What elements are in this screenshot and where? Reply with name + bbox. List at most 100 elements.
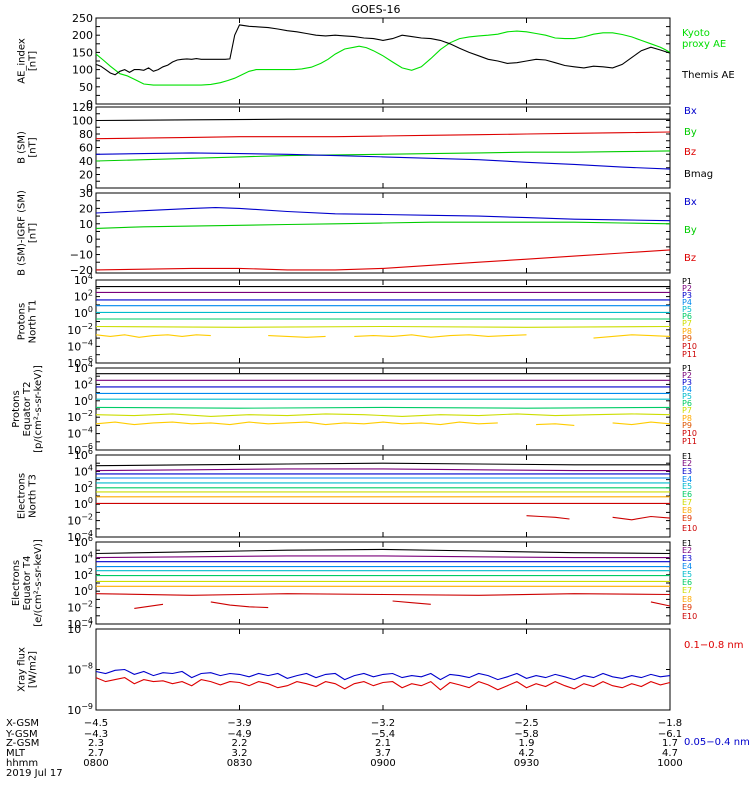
xaxis-row-value: 2.1 xyxy=(375,738,391,749)
xaxis-row-value: 4.2 xyxy=(519,748,535,759)
legend-label-e3: E7 xyxy=(682,498,692,507)
ylabel-bigrf: [nT] xyxy=(28,223,39,243)
series-line-e4-12 xyxy=(650,601,671,607)
xaxis-row-value: −3.9 xyxy=(227,718,251,729)
ytick-label-bsm: 0 xyxy=(86,182,93,195)
ytick-base: 10 xyxy=(67,664,81,677)
legend-label-e4: E8 xyxy=(682,595,692,604)
ytick-base: 10 xyxy=(74,552,88,565)
xaxis-row-value: 3.2 xyxy=(232,748,248,759)
legend-label-p2: P11 xyxy=(682,437,697,446)
ylabel-p2: Protons xyxy=(11,390,22,427)
xaxis-row-value: −4.9 xyxy=(227,729,251,740)
ytick-label-p1: 10−4 xyxy=(67,338,93,353)
series-line-ae-0 xyxy=(95,30,671,86)
legend-label-e4: E4 xyxy=(682,562,692,571)
legend-label-e3: E2 xyxy=(682,459,692,468)
ylabel-bigrf: B (SM)-IGRF (SM) xyxy=(17,190,28,276)
legend-label-p1: P7 xyxy=(682,319,692,328)
series-line-bigrf-1 xyxy=(95,221,671,229)
legend-label-ae: proxy AE xyxy=(682,39,726,50)
xaxis-row-value: 0830 xyxy=(227,758,252,769)
xaxis-row-value: 0930 xyxy=(514,758,539,769)
ytick-label-ae: 100 xyxy=(72,64,93,77)
ylabel-xray: [W/m2] xyxy=(28,651,39,688)
series-line-bsm-1 xyxy=(95,131,671,140)
ytick-label-p2: 10−4 xyxy=(67,426,93,441)
ytick-label-e3: 104 xyxy=(74,463,93,478)
ylabel-e3: Electrons xyxy=(17,473,28,519)
xaxis-row-value: 1000 xyxy=(657,758,682,769)
ytick-base: 10 xyxy=(74,569,88,582)
legend-label-xray: 0.1−0.8 nm xyxy=(684,640,743,651)
ytick-exponent: 0 xyxy=(88,305,93,314)
ytick-exponent: −2 xyxy=(81,600,93,609)
ytick-base: 10 xyxy=(74,395,88,408)
ytick-label-bigrf: 20 xyxy=(79,202,93,215)
xaxis-row-value: −3.2 xyxy=(371,718,395,729)
chart-title: GOES-16 xyxy=(351,3,400,16)
legend-label-e3: E9 xyxy=(682,514,692,523)
series-line-bsm-2 xyxy=(95,150,671,162)
ytick-exponent: 6 xyxy=(88,534,93,543)
ytick-label-ae: 50 xyxy=(79,81,93,94)
legend-label-p2: P5 xyxy=(682,392,692,401)
xaxis-row-value: −5.4 xyxy=(371,729,395,740)
ylabel-p2: Equator T2 xyxy=(22,382,33,437)
ytick-label-e4: 10−2 xyxy=(67,600,93,615)
ytick-label-bsm: 80 xyxy=(79,128,93,141)
ytick-label-p1: 102 xyxy=(74,289,93,304)
xaxis-row-value: −2.5 xyxy=(514,718,538,729)
legend-label-e3: E3 xyxy=(682,467,692,476)
ytick-exponent: −4 xyxy=(81,338,93,347)
legend-label-ae: Kyoto xyxy=(682,28,710,39)
xaxis-row-label: hhmm xyxy=(6,758,38,769)
legend-label-e3: E5 xyxy=(682,482,692,491)
ytick-exponent: 0 xyxy=(88,496,93,505)
legend-label-e4: E3 xyxy=(682,554,692,563)
ytick-label-bigrf: 0 xyxy=(86,233,93,246)
ytick-label-bigrf: −10 xyxy=(70,249,93,262)
xaxis-row-label: MLT xyxy=(6,748,26,759)
ytick-label-p2: 10−2 xyxy=(67,409,93,424)
series-line-e3-9 xyxy=(526,515,570,520)
series-line-e4-11 xyxy=(392,600,431,605)
xaxis-row-label: X-GSM xyxy=(6,718,39,729)
legend-label-bsm: Bmag xyxy=(684,169,713,180)
ytick-exponent: −4 xyxy=(81,426,93,435)
ylabel-e4: Electrons xyxy=(11,560,22,606)
ytick-label-xray: 10−8 xyxy=(67,662,93,677)
ytick-exponent: 2 xyxy=(88,567,93,576)
series-line-p2-8 xyxy=(536,423,575,426)
legend-label-p1: P2 xyxy=(682,284,692,293)
ylabel-xray: Xray flux xyxy=(17,647,28,692)
ytick-base: 10 xyxy=(67,704,81,717)
ylabel-bsm: [nT] xyxy=(28,137,39,157)
ytick-base: 10 xyxy=(74,291,88,304)
ytick-exponent: −9 xyxy=(81,702,93,711)
series-line-e4-1 xyxy=(95,555,670,559)
legend-label-e3: E4 xyxy=(682,475,692,484)
ytick-label-bsm: 100 xyxy=(72,115,93,128)
legend-label-p2: P6 xyxy=(682,399,692,408)
ytick-base: 10 xyxy=(67,531,81,544)
legend-label-p1: P6 xyxy=(682,312,692,321)
legend-label-e4: E2 xyxy=(682,546,692,555)
ytick-exponent: 2 xyxy=(88,289,93,298)
ytick-label-p2: 104 xyxy=(74,360,93,375)
series-line-p1-10 xyxy=(593,334,671,339)
legend-label-p2: P9 xyxy=(682,421,692,430)
ytick-base: 10 xyxy=(74,585,88,598)
ytick-label-xray: 10−7 xyxy=(67,621,93,636)
ytick-label-e3: 106 xyxy=(74,447,93,462)
legend-label-e4: E5 xyxy=(682,570,692,579)
legend-label-p2: P1 xyxy=(682,364,692,373)
series-line-bigrf-2 xyxy=(95,249,671,271)
ytick-exponent: 4 xyxy=(88,272,93,281)
ytick-exponent: −4 xyxy=(81,616,93,625)
xaxis-row-label: Z-GSM xyxy=(6,738,39,749)
series-line-e3-1 xyxy=(95,468,670,472)
ytick-label-p1: 100 xyxy=(74,305,93,320)
legend-label-p1: P1 xyxy=(682,277,692,286)
